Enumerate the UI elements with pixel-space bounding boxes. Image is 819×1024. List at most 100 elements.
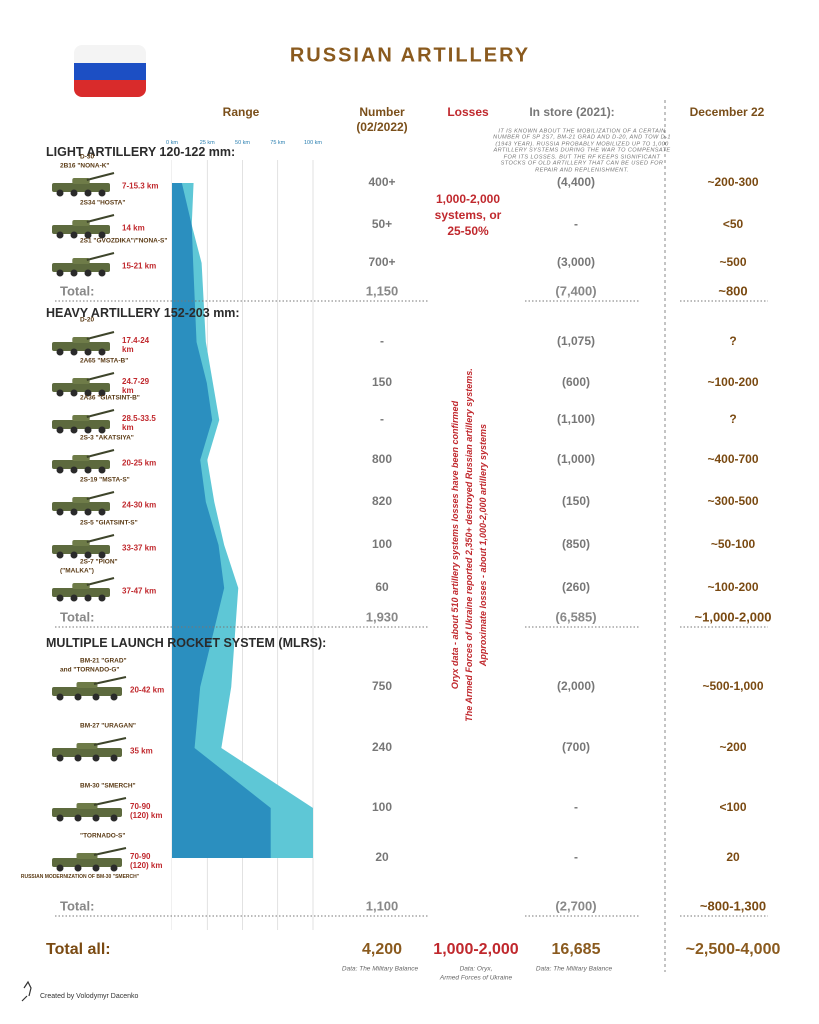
- vehicle-turret: [72, 540, 90, 546]
- x-tick-label: 25 km: [199, 139, 215, 146]
- vehicle-body: [52, 687, 122, 696]
- range-label: 70-90 (120) km: [130, 801, 163, 820]
- vehicle-icon: [52, 491, 115, 516]
- vehicle-barrel: [86, 252, 115, 261]
- vehicle-wheel: [98, 389, 106, 397]
- total-label: Total:: [60, 283, 95, 299]
- x-tick-label: 50 km: [235, 139, 250, 146]
- vehicle-body: [52, 858, 122, 867]
- vehicle-barrel: [86, 409, 115, 418]
- vehicle-body: [52, 588, 110, 597]
- vehicle-wheel: [84, 594, 92, 602]
- store-value: (150): [561, 494, 591, 509]
- total-store: (7,400): [555, 283, 597, 299]
- number-value: 240: [371, 740, 393, 755]
- range-label: 14 km: [122, 223, 145, 233]
- vehicle-wheel: [92, 814, 100, 822]
- vehicle-wheel: [110, 754, 118, 762]
- vehicle-wheel: [92, 754, 100, 762]
- vehicle-turret: [76, 682, 98, 688]
- system-name: D-20: [80, 316, 95, 324]
- vehicle-wheel: [98, 348, 106, 356]
- flag-stripe: [74, 45, 146, 63]
- range-label: 37-47 km: [122, 586, 157, 596]
- column-header: December 22: [689, 105, 765, 120]
- vehicle-icon: [52, 252, 115, 277]
- number-value: 100: [371, 537, 393, 552]
- section-title: LIGHT ARTILLERY 120-122 mm:: [46, 144, 236, 159]
- total-label: Total:: [60, 609, 95, 625]
- system-name: BM-30 "SMERCH": [80, 782, 136, 790]
- vehicle-wheel: [84, 231, 92, 239]
- vehicle-turret: [72, 378, 90, 384]
- vehicle-wheel: [98, 466, 106, 474]
- number-value: 100: [371, 800, 393, 815]
- vehicle-icon: [52, 534, 115, 559]
- vehicle-wheel: [98, 426, 106, 434]
- vehicle-wheel: [56, 426, 64, 434]
- vehicle-icon: [52, 676, 127, 701]
- source-note: Data: The Military Balance: [341, 965, 419, 973]
- losses-estimate: 1,000-2,000: [435, 192, 501, 207]
- range-label: 33-37 km: [122, 543, 157, 553]
- vehicle-icon: [52, 797, 127, 822]
- vehicle-wheel: [56, 754, 64, 762]
- december-value: ?: [729, 334, 737, 349]
- vehicle-barrel: [93, 676, 127, 685]
- vehicle-wheel: [70, 389, 78, 397]
- store-value: (3,000): [556, 255, 596, 270]
- vehicle-wheel: [98, 231, 106, 239]
- system-name: 2S-5 "GIATSINT-S": [80, 519, 138, 527]
- number-value: 60: [375, 580, 389, 595]
- vehicle-wheel: [84, 551, 92, 559]
- store-value: -: [574, 850, 578, 865]
- x-tick-label: 75 km: [270, 139, 286, 146]
- vehicle-barrel: [86, 449, 115, 458]
- vehicle-icon: [52, 214, 115, 239]
- system-name: 2B16 "NONA-K": [60, 162, 110, 170]
- vehicle-turret: [72, 178, 90, 184]
- vehicle-icon: [52, 737, 127, 762]
- column-header: Number: [359, 105, 405, 120]
- total-all-number: 4,200: [361, 940, 403, 958]
- section-title: MULTIPLE LAUNCH ROCKET SYSTEM (MLRS):: [46, 635, 327, 650]
- vehicle-icon: [52, 577, 115, 602]
- column-header: Losses: [447, 105, 489, 120]
- vehicle-wheel: [110, 693, 118, 701]
- system-name: "TORNADO-S": [80, 832, 126, 840]
- vehicle-icon: [52, 172, 115, 197]
- vehicle-wheel: [110, 864, 118, 872]
- store-value: (850): [561, 537, 591, 552]
- system-name: 2S-19 "MSTA-S": [80, 476, 130, 484]
- flag-stripe: [74, 63, 146, 80]
- vehicle-wheel: [84, 269, 92, 277]
- total-december: ~1,000-2,000: [694, 609, 772, 625]
- december-value: ~300-500: [707, 494, 759, 509]
- vehicle-wheel: [56, 269, 64, 277]
- column-header: Range: [222, 105, 260, 120]
- system-name: 2S34 "HOSTA": [80, 199, 126, 207]
- store-value: (2,000): [556, 679, 596, 694]
- vehicle-body: [52, 460, 110, 469]
- vehicle-barrel: [86, 491, 115, 500]
- section-title: HEAVY ARTILLERY 152-203 mm:: [46, 305, 240, 320]
- vehicle-wheel: [74, 754, 82, 762]
- flag: [74, 45, 146, 97]
- losses-note: Oryx data - about 510 artillery systems …: [449, 400, 460, 690]
- vehicle-wheel: [56, 814, 64, 822]
- vehicle-body: [52, 263, 110, 272]
- vehicle-wheel: [56, 551, 64, 559]
- range-label: 20-25 km: [122, 458, 157, 468]
- number-value: 50+: [371, 217, 393, 232]
- page-title: RUSSIAN ARTILLERY: [289, 44, 531, 67]
- vehicle-wheel: [92, 864, 100, 872]
- vehicle-wheel: [98, 189, 106, 197]
- vehicle-icon: [52, 331, 115, 356]
- range-label: 35 km: [130, 746, 153, 756]
- range-label: 20-42 km: [130, 685, 165, 695]
- december-value: ~100-200: [707, 375, 759, 390]
- vehicle-barrel: [93, 847, 127, 856]
- vehicle-body: [52, 545, 110, 554]
- vehicle-turret: [72, 415, 90, 421]
- total-store: (2,700): [555, 898, 597, 914]
